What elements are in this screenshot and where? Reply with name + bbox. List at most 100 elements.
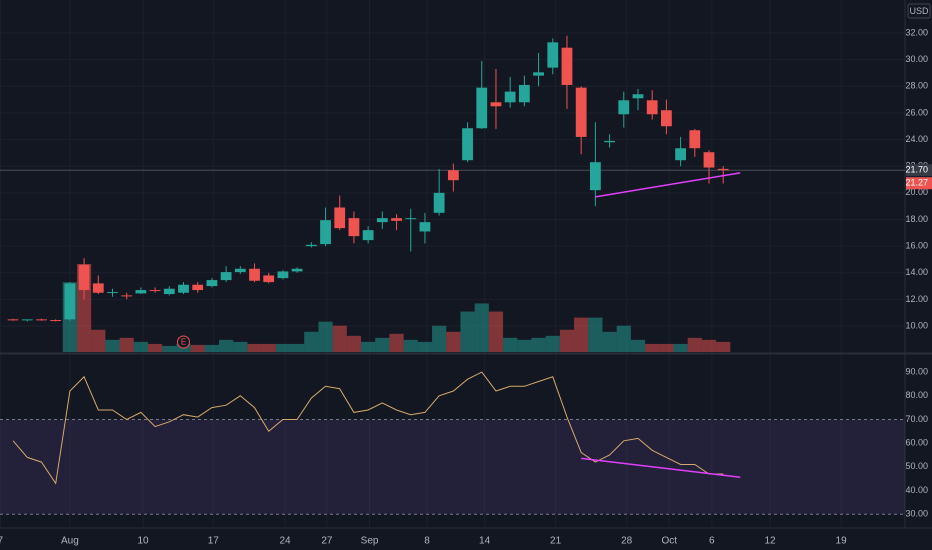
rsi-tick-label: 30.00 (905, 509, 928, 519)
volume-bar (147, 343, 163, 352)
candle-body (646, 100, 658, 115)
candle-body (249, 268, 260, 281)
volume-bar (332, 325, 347, 352)
price-label: 21.70 (905, 165, 928, 175)
volume-bar (233, 341, 248, 352)
volume-bar (687, 337, 702, 352)
candle-body (234, 268, 246, 273)
y-tick-label: 20.00 (905, 187, 928, 197)
candle-body (107, 292, 118, 294)
volume-bar (389, 333, 404, 352)
candle-body (192, 284, 204, 291)
rsi-tick-label: 60.00 (905, 438, 928, 448)
x-tick-label: 12 (765, 536, 777, 547)
volume-bar (474, 303, 489, 352)
candle-body (320, 220, 331, 245)
candle-body (21, 319, 33, 321)
volume-bar (659, 343, 674, 352)
rsi-tick-label: 70.00 (905, 414, 928, 424)
candle-body (504, 91, 516, 103)
candle-body (92, 283, 104, 293)
volume-bar (432, 325, 447, 352)
volume-bar (531, 337, 546, 352)
candle-body (561, 47, 573, 85)
volume-bar (190, 344, 205, 352)
x-tick-label: 27 (321, 536, 333, 547)
y-tick-label: 26.00 (905, 107, 928, 117)
volume-bar (403, 339, 418, 352)
volume-bar (346, 335, 362, 352)
candle-body (78, 264, 90, 291)
candle-body (348, 218, 360, 237)
candle-body (589, 162, 601, 191)
currency-box (907, 3, 931, 19)
x-tick-label: 7 (0, 536, 4, 547)
y-tick-label: 12.00 (905, 294, 928, 304)
trend-line (581, 457, 741, 479)
candle-body (660, 110, 672, 127)
volume-bar (716, 341, 731, 352)
rsi-band (0, 419, 905, 515)
volume-bar (446, 331, 461, 352)
candle-body (518, 84, 530, 103)
rsi-tick-label: 80.00 (905, 390, 928, 400)
candle-body (391, 218, 402, 221)
price-label: 21.27 (905, 178, 928, 188)
candle-body (206, 280, 218, 287)
volume-bar (261, 343, 276, 352)
volume-bar (701, 339, 717, 352)
y-tick-label: 28.00 (905, 81, 928, 91)
rsi-tick-label: 90.00 (905, 366, 928, 376)
volume-bar (219, 339, 234, 352)
candle-body (604, 140, 615, 143)
y-tick-label: 32.00 (905, 27, 928, 37)
candle-body (7, 319, 19, 321)
x-tick-label: 24 (279, 536, 291, 547)
volume-bar (133, 341, 148, 352)
volume-bar (517, 339, 532, 352)
candle-body (447, 170, 459, 181)
candle-body (178, 284, 189, 293)
candle-body (376, 218, 388, 223)
x-tick-label: 21 (550, 536, 562, 547)
trend-line (595, 172, 741, 198)
candle-body (220, 272, 232, 281)
x-tick-label: 10 (137, 536, 149, 547)
x-tick-label: 17 (208, 536, 220, 547)
candle-body (462, 128, 473, 161)
volume-bar (602, 331, 617, 352)
candle-body (533, 72, 544, 76)
candle-body (689, 130, 701, 149)
candle-body (632, 94, 644, 99)
volume-bar (247, 343, 262, 352)
x-tick-label: 6 (709, 536, 715, 547)
x-tick-label: 28 (621, 536, 633, 547)
y-tick-label: 24.00 (905, 134, 928, 144)
event-marker (176, 335, 190, 349)
volume-bar (488, 311, 504, 352)
rsi-tick-label: 40.00 (905, 485, 928, 495)
candle-body (618, 100, 630, 115)
x-tick-label: Sep (361, 536, 379, 547)
volume-bar (290, 343, 305, 352)
candle-body (419, 222, 431, 232)
volume-bar (91, 329, 106, 352)
volume-bar (645, 343, 660, 352)
candle-body (121, 295, 133, 297)
candle-body (50, 320, 62, 322)
candle-body (490, 102, 502, 107)
candle-body (64, 283, 76, 320)
volume-bar (673, 343, 688, 352)
currency: USD (909, 6, 929, 16)
x-tick-label: Aug (61, 536, 79, 547)
volume-bar (119, 337, 134, 352)
volume-bar (204, 344, 220, 352)
candle-body (277, 271, 289, 279)
volume-bar (630, 339, 646, 352)
price-label-box (906, 164, 932, 177)
y-tick-label: 14.00 (905, 267, 928, 277)
volume-bar (417, 341, 433, 352)
volume-bar (574, 317, 589, 352)
